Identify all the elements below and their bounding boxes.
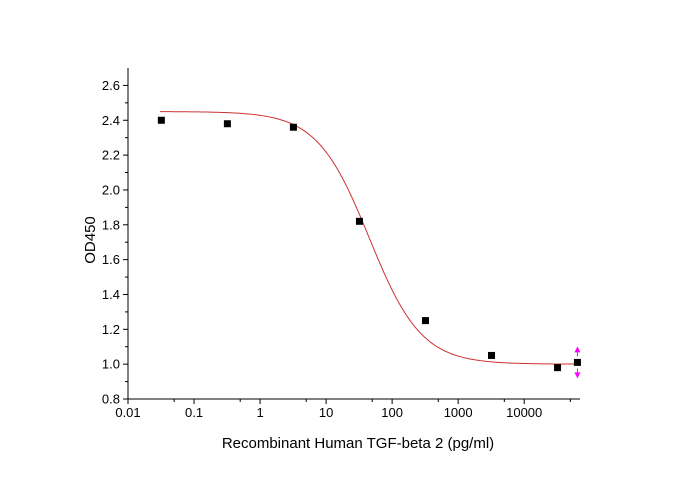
y-tick-label: 1.6 — [102, 252, 120, 267]
data-point — [223, 120, 231, 128]
data-point — [157, 116, 165, 124]
data-point — [355, 217, 363, 225]
x-tick-label: 1000 — [444, 405, 473, 420]
selection-marker — [574, 346, 581, 379]
y-tick-label: 2.0 — [102, 182, 120, 197]
marker-down-arrow — [574, 372, 581, 379]
data-points — [157, 116, 581, 372]
y-axis-label: OD450 — [82, 216, 99, 264]
data-point — [289, 123, 297, 131]
y-tick-label: 2.6 — [102, 78, 120, 93]
data-point — [488, 351, 496, 359]
x-tick-label: 0.1 — [185, 405, 203, 420]
x-tick-label: 10000 — [506, 405, 542, 420]
x-tick-label: 100 — [381, 405, 403, 420]
y-tick-label: 2.4 — [102, 113, 120, 128]
y-tick-label: 1.2 — [102, 322, 120, 337]
x-tick-label: 1 — [256, 405, 263, 420]
data-point — [421, 317, 429, 325]
y-tick-label: 1.8 — [102, 217, 120, 232]
ticks: 0.01 0.1 1 10 100 1000 10000 0.8 1.0 1.2 1.4 1.6 1.8… — [102, 78, 571, 420]
axes — [127, 68, 580, 400]
y-tick-label: 2.2 — [102, 148, 120, 163]
y-tick-label: 1.4 — [102, 287, 120, 302]
x-tick-label: 10 — [319, 405, 333, 420]
data-point — [554, 364, 562, 372]
fit-curve-group — [160, 111, 578, 365]
x-axis-label: Recombinant Human TGF-beta 2 (pg/ml) — [222, 435, 494, 452]
marker-up-arrow — [574, 346, 581, 353]
fit-curve — [160, 111, 578, 365]
y-tick-label: 1.0 — [102, 357, 120, 372]
x-tick-label: 0.01 — [115, 405, 140, 420]
y-tick-label: 0.8 — [102, 392, 120, 407]
data-point — [573, 358, 581, 366]
